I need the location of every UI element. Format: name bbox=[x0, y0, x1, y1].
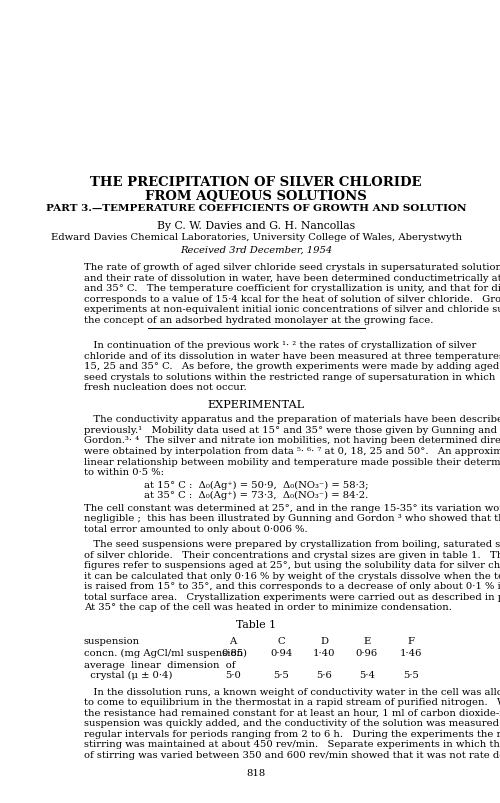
Text: 818: 818 bbox=[246, 768, 266, 777]
Text: C: C bbox=[278, 637, 285, 646]
Text: At 35° the cap of the cell was heated in order to minimize condensation.: At 35° the cap of the cell was heated in… bbox=[84, 603, 452, 612]
Text: 15, 25 and 35° C.   As before, the growth experiments were made by adding aged: 15, 25 and 35° C. As before, the growth … bbox=[84, 361, 499, 371]
Text: By C. W. Davies and G. H. Nancollas: By C. W. Davies and G. H. Nancollas bbox=[157, 221, 356, 230]
Text: 5·4: 5·4 bbox=[358, 671, 374, 679]
Text: previously.¹   Mobility data used at 15° and 35° were those given by Gunning and: previously.¹ Mobility data used at 15° a… bbox=[84, 426, 497, 434]
Text: crystal (μ ± 0·4): crystal (μ ± 0·4) bbox=[84, 671, 172, 679]
Text: suspension: suspension bbox=[84, 637, 140, 646]
Text: Table 1: Table 1 bbox=[236, 619, 277, 630]
Text: and 35° C.   The temperature coefficient for crystallization is unity, and that : and 35° C. The temperature coefficient f… bbox=[84, 283, 500, 293]
Text: corresponds to a value of 15·4 kcal for the heat of solution of silver chloride.: corresponds to a value of 15·4 kcal for … bbox=[84, 295, 500, 304]
Text: stirring was maintained at about 450 rev/min.   Separate experiments in which th: stirring was maintained at about 450 rev… bbox=[84, 740, 500, 748]
Text: F: F bbox=[408, 637, 415, 646]
Text: FROM AQUEOUS SOLUTIONS: FROM AQUEOUS SOLUTIONS bbox=[146, 190, 367, 203]
Text: 5·0: 5·0 bbox=[225, 671, 241, 679]
Text: fresh nucleation does not occur.: fresh nucleation does not occur. bbox=[84, 383, 246, 392]
Text: THE PRECIPITATION OF SILVER CHLORIDE: THE PRECIPITATION OF SILVER CHLORIDE bbox=[90, 176, 422, 189]
Text: average  linear  dimension  of: average linear dimension of bbox=[84, 660, 235, 669]
Text: 5·5: 5·5 bbox=[404, 671, 419, 679]
Text: at 35° C :  Δ₀(Ag⁺) = 73·3,  Δ₀(NO₃⁻) = 84·2.: at 35° C : Δ₀(Ag⁺) = 73·3, Δ₀(NO₃⁻) = 84… bbox=[144, 491, 368, 499]
Text: 1·46: 1·46 bbox=[400, 648, 422, 657]
Text: experiments at non-equivalent initial ionic concentrations of silver and chlorid: experiments at non-equivalent initial io… bbox=[84, 305, 500, 314]
Text: of silver chloride.   Their concentrations and crystal sizes are given in table : of silver chloride. Their concentrations… bbox=[84, 550, 500, 559]
Text: the concept of an adsorbed hydrated monolayer at the growing face.: the concept of an adsorbed hydrated mono… bbox=[84, 316, 433, 324]
Text: Edward Davies Chemical Laboratories, University College of Wales, Aberystwyth: Edward Davies Chemical Laboratories, Uni… bbox=[50, 233, 462, 242]
Text: and their rate of dissolution in water, have been determined conductimetrically : and their rate of dissolution in water, … bbox=[84, 273, 500, 282]
Text: total surface area.   Crystallization experiments were carried out as described : total surface area. Crystallization expe… bbox=[84, 592, 500, 601]
Text: Gordon.³· ⁴  The silver and nitrate ion mobilities, not having been determined d: Gordon.³· ⁴ The silver and nitrate ion m… bbox=[84, 436, 500, 445]
Text: A: A bbox=[230, 637, 236, 646]
Text: to come to equilibrium in the thermostat in a rapid stream of purified nitrogen.: to come to equilibrium in the thermostat… bbox=[84, 697, 500, 706]
Text: the resistance had remained constant for at least an hour, 1 ml of carbon dioxid: the resistance had remained constant for… bbox=[84, 707, 500, 717]
Text: to within 0·5 %:: to within 0·5 %: bbox=[84, 467, 164, 476]
Text: Received 3rd December, 1954: Received 3rd December, 1954 bbox=[180, 246, 332, 255]
Text: chloride and of its dissolution in water have been measured at three temperature: chloride and of its dissolution in water… bbox=[84, 351, 500, 360]
Text: of stirring was varied between 350 and 600 rev/min showed that it was not rate d: of stirring was varied between 350 and 6… bbox=[84, 750, 500, 759]
Text: In continuation of the previous work ¹· ² the rates of crystallization of silver: In continuation of the previous work ¹· … bbox=[84, 340, 476, 349]
Text: E: E bbox=[363, 637, 370, 646]
Text: The cell constant was determined at 25°, and in the range 15-35° its variation w: The cell constant was determined at 25°,… bbox=[84, 503, 500, 512]
Text: 5·6: 5·6 bbox=[316, 671, 332, 679]
Text: suspension was quickly added, and the conductivity of the solution was measured : suspension was quickly added, and the co… bbox=[84, 719, 500, 728]
Text: negligible ;  this has been illustrated by Gunning and Gordon ³ who showed that : negligible ; this has been illustrated b… bbox=[84, 513, 500, 523]
Text: were obtained by interpolation from data ⁵· ⁶· ⁷ at 0, 18, 25 and 50°.   An appr: were obtained by interpolation from data… bbox=[84, 446, 500, 455]
Text: D: D bbox=[320, 637, 328, 646]
Text: regular intervals for periods ranging from 2 to 6 h.   During the experiments th: regular intervals for periods ranging fr… bbox=[84, 729, 500, 738]
Text: In the dissolution runs, a known weight of conductivity water in the cell was al: In the dissolution runs, a known weight … bbox=[84, 687, 500, 695]
Text: The seed suspensions were prepared by crystallization from boiling, saturated so: The seed suspensions were prepared by cr… bbox=[84, 540, 500, 548]
Text: 0·94: 0·94 bbox=[270, 648, 292, 657]
Text: The conductivity apparatus and the preparation of materials have been described: The conductivity apparatus and the prepa… bbox=[84, 415, 500, 424]
Text: 0·85: 0·85 bbox=[222, 648, 244, 657]
Text: 5·5: 5·5 bbox=[274, 671, 289, 679]
Text: concn. (mg AgCl/ml suspension): concn. (mg AgCl/ml suspension) bbox=[84, 648, 247, 658]
Text: 1·40: 1·40 bbox=[313, 648, 336, 657]
Text: linear relationship between mobility and temperature made possible their determi: linear relationship between mobility and… bbox=[84, 457, 500, 466]
Text: figures refer to suspensions aged at 25°, but using the solubility data for silv: figures refer to suspensions aged at 25°… bbox=[84, 560, 500, 569]
Text: it can be calculated that only 0·16 % by weight of the crystals dissolve when th: it can be calculated that only 0·16 % by… bbox=[84, 571, 500, 580]
Text: total error amounted to only about 0·006 %.: total error amounted to only about 0·006… bbox=[84, 524, 308, 533]
Text: EXPERIMENTAL: EXPERIMENTAL bbox=[208, 399, 305, 410]
Text: PART 3.—TEMPERATURE COEFFICIENTS OF GROWTH AND SOLUTION: PART 3.—TEMPERATURE COEFFICIENTS OF GROW… bbox=[46, 203, 467, 212]
Text: is raised from 15° to 35°, and this corresponds to a decrease of only about 0·1 : is raised from 15° to 35°, and this corr… bbox=[84, 581, 500, 591]
Text: The rate of growth of aged silver chloride seed crystals in supersaturated solut: The rate of growth of aged silver chlori… bbox=[84, 263, 500, 271]
Text: 0·96: 0·96 bbox=[356, 648, 378, 657]
Text: at 15° C :  Δ₀(Ag⁺) = 50·9,  Δ₀(NO₃⁻) = 58·3;: at 15° C : Δ₀(Ag⁺) = 50·9, Δ₀(NO₃⁻) = 58… bbox=[144, 480, 368, 489]
Text: seed crystals to solutions within the restricted range of supersaturation in whi: seed crystals to solutions within the re… bbox=[84, 372, 495, 381]
